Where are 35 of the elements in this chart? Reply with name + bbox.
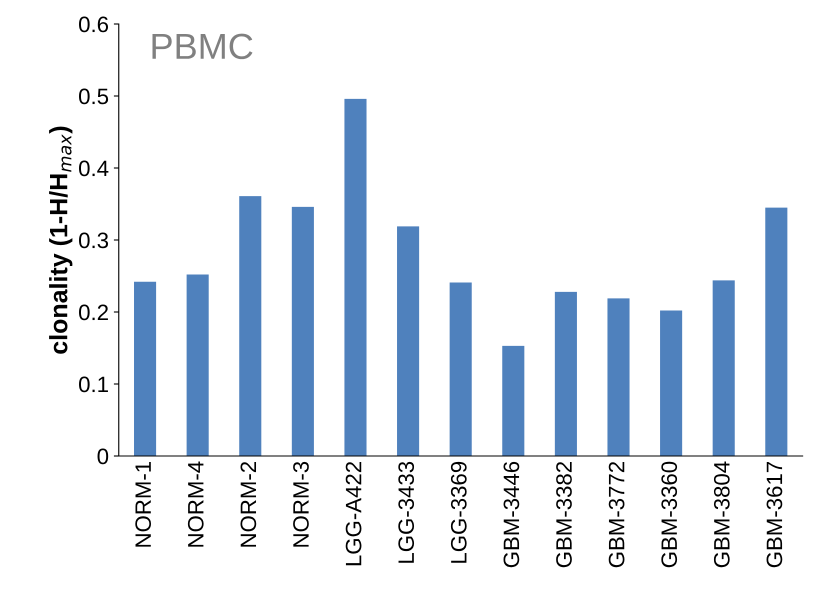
x-tick-label: NORM-3 [293,462,309,547]
x-tick-label: LGG-3433 [398,462,414,563]
bar [344,98,367,456]
x-tick-label: NORM-4 [188,462,204,547]
x-tick-label: GBM-3772 [608,462,624,568]
bar [186,274,209,456]
x-tick-label: GBM-3360 [661,462,678,568]
bar [660,310,682,456]
x-tick-label: GBM-3617 [766,462,782,568]
x-tick-label: LGG-A422 [346,462,362,566]
y-tick-label: 0.1 [79,376,108,392]
bar [134,282,156,456]
x-tick-label: LGG-3369 [450,462,467,563]
x-tick-label: GBM-3804 [714,462,730,568]
y-tick-label: 0.4 [79,160,108,176]
x-tick-label: GBM-3446 [504,462,520,568]
bar [712,280,735,456]
chart-title: PBMC [152,34,252,60]
y-tick-label: 0 [98,448,108,464]
bar [554,292,577,456]
bar [397,226,420,456]
x-tick-label: NORM-2 [240,462,256,547]
x-tick-label: NORM-1 [135,462,152,547]
x-tick-label: GBM-3382 [556,462,572,568]
bar [450,282,472,456]
y-tick-label: 0.6 [79,16,108,32]
y-tick-label: 0.5 [79,88,108,104]
bar [607,298,630,456]
y-tick-label: 0.2 [79,304,108,320]
y-axis-title: clonality (1-H/H$_{max}$) [49,126,72,354]
y-tick-label: 0.3 [79,232,108,248]
bar [292,206,314,456]
bar [239,196,262,456]
bar [765,208,788,456]
bar [502,346,524,456]
